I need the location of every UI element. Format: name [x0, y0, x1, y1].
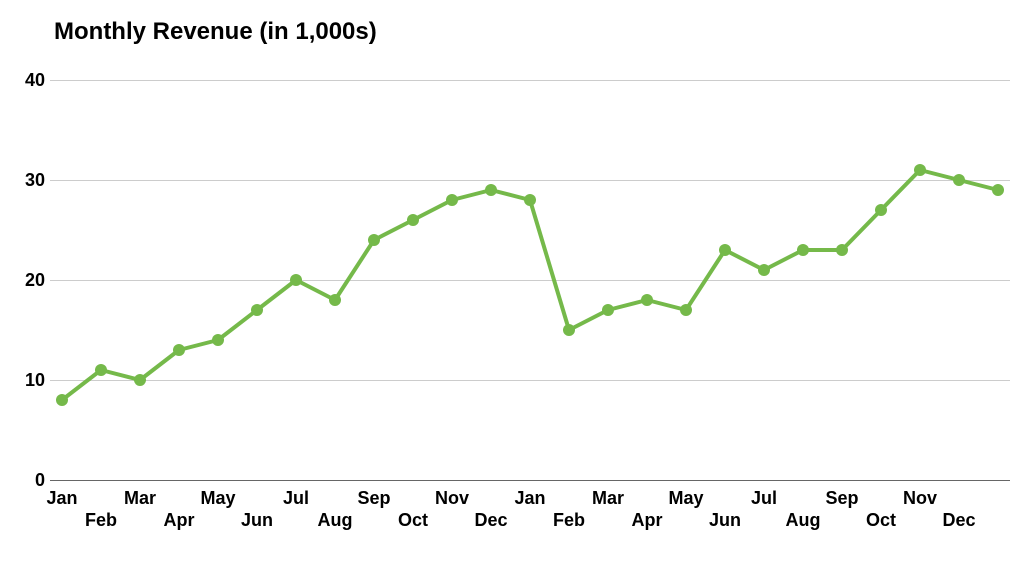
x-tick-label: Jul	[751, 488, 777, 509]
x-tick-label: Aug	[786, 510, 821, 531]
x-tick-label: Dec	[942, 510, 975, 531]
data-point	[95, 364, 107, 376]
data-point	[251, 304, 263, 316]
x-tick-label: Aug	[318, 510, 353, 531]
data-point	[641, 294, 653, 306]
data-point	[602, 304, 614, 316]
x-tick-label: Mar	[124, 488, 156, 509]
data-point	[212, 334, 224, 346]
data-point	[485, 184, 497, 196]
data-point	[563, 324, 575, 336]
data-point	[680, 304, 692, 316]
x-tick-label: Jan	[514, 488, 545, 509]
data-point	[992, 184, 1004, 196]
data-point	[719, 244, 731, 256]
data-point	[953, 174, 965, 186]
x-tick-label: Feb	[553, 510, 585, 531]
data-point	[407, 214, 419, 226]
x-tick-label: Nov	[903, 488, 937, 509]
x-tick-label: Feb	[85, 510, 117, 531]
data-point	[368, 234, 380, 246]
x-tick-label: Nov	[435, 488, 469, 509]
x-tick-label: Dec	[474, 510, 507, 531]
plot-area	[0, 0, 1024, 571]
data-point	[290, 274, 302, 286]
x-tick-label: Jun	[241, 510, 273, 531]
x-tick-label: May	[200, 488, 235, 509]
data-point	[836, 244, 848, 256]
x-tick-label: May	[668, 488, 703, 509]
x-tick-label: Jul	[283, 488, 309, 509]
x-tick-label: Jan	[46, 488, 77, 509]
x-tick-label: Oct	[398, 510, 428, 531]
x-tick-label: Sep	[825, 488, 858, 509]
data-point	[134, 374, 146, 386]
revenue-chart: Monthly Revenue (in 1,000s) 010203040 Ja…	[0, 0, 1024, 571]
data-point	[524, 194, 536, 206]
x-tick-label: Jun	[709, 510, 741, 531]
data-point	[446, 194, 458, 206]
data-point	[173, 344, 185, 356]
x-tick-label: Oct	[866, 510, 896, 531]
data-point	[758, 264, 770, 276]
x-tick-label: Apr	[164, 510, 195, 531]
data-point	[56, 394, 68, 406]
data-point	[329, 294, 341, 306]
data-point	[875, 204, 887, 216]
x-tick-label: Mar	[592, 488, 624, 509]
x-tick-label: Apr	[632, 510, 663, 531]
x-tick-label: Sep	[357, 488, 390, 509]
data-point	[797, 244, 809, 256]
data-point	[914, 164, 926, 176]
